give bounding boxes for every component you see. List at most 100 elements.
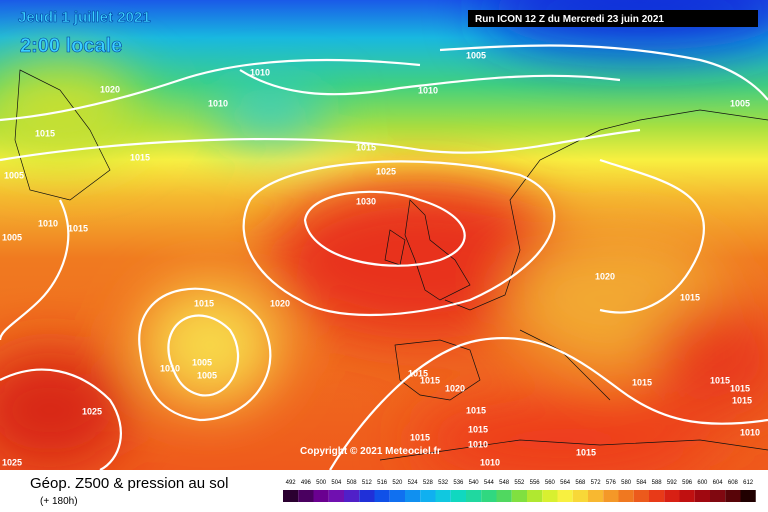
- isobar-label: 1020: [270, 298, 290, 308]
- isobar-label: 1015: [68, 223, 88, 233]
- isobar-label: 1010: [740, 427, 760, 437]
- scale-label: 572: [591, 480, 602, 486]
- isobar-label: 1020: [445, 383, 465, 393]
- scale-swatch: [542, 490, 558, 502]
- scale-label: 532: [438, 480, 449, 486]
- scale-swatch: [389, 490, 405, 502]
- scale-label: 568: [575, 480, 586, 486]
- isobar-label: 1015: [194, 298, 214, 308]
- scale-swatch: [496, 490, 512, 502]
- isobar-label: 1015: [130, 152, 150, 162]
- isobar-label: 1015: [632, 377, 652, 387]
- scale-swatch: [374, 490, 390, 502]
- copyright: Copyright © 2021 Meteociel.fr: [300, 446, 441, 457]
- scale-swatch: [649, 490, 665, 502]
- isobar-label: 1020: [595, 271, 615, 281]
- isobar-label: 1010: [208, 98, 228, 108]
- scale-swatch: [740, 490, 756, 502]
- scale-swatch: [405, 490, 421, 502]
- isobar-label: 1010: [250, 67, 270, 77]
- scale-swatch: [679, 490, 695, 502]
- scale-label: 576: [606, 480, 617, 486]
- isobar-label: 1005: [730, 98, 750, 108]
- isobar-label: 1005: [466, 50, 486, 60]
- scale-label: 564: [560, 480, 571, 486]
- isobar-label: 1005: [192, 357, 212, 367]
- isobar-label: 1015: [680, 292, 700, 302]
- scale-swatch: [618, 490, 634, 502]
- isobar-label: 1015: [576, 447, 596, 457]
- scale-swatch: [298, 490, 314, 502]
- scale-label: 556: [530, 480, 541, 486]
- scale-swatch: [588, 490, 604, 502]
- scale-swatch: [481, 490, 497, 502]
- isobar-label: 1015: [468, 424, 488, 434]
- scale-swatch: [633, 490, 649, 502]
- scale-label: 612: [743, 480, 754, 486]
- isobar-label: 1010: [468, 439, 488, 449]
- scale-swatch: [664, 490, 680, 502]
- run-box: [468, 10, 758, 27]
- scale-label: 548: [499, 480, 510, 486]
- scale-label: 540: [469, 480, 480, 486]
- scale-label: 580: [621, 480, 632, 486]
- isobar-label: 1030: [356, 196, 376, 206]
- run-info: Run ICON 12 Z du Mercredi 23 juin 2021: [475, 14, 664, 25]
- scale-label: 596: [682, 480, 693, 486]
- color-scale: 492 496 500 504 508 512 516 520 524 528 532 536 540 5…: [283, 480, 756, 502]
- scale-label: 504: [331, 480, 342, 486]
- scale-label: 608: [728, 480, 739, 486]
- scale-label: 604: [713, 480, 724, 486]
- scale-swatch: [725, 490, 741, 502]
- isobar-label: 1005: [2, 232, 22, 242]
- scale-label: 588: [652, 480, 663, 486]
- isobar-label: 1005: [4, 170, 24, 180]
- forecast-time: 2:00 locale: [20, 35, 122, 57]
- isobar-label: 1025: [2, 457, 22, 467]
- scale-swatch: [344, 490, 360, 502]
- scale-label: 560: [545, 480, 556, 486]
- scale-label: 552: [514, 480, 525, 486]
- isobar-label: 1015: [730, 383, 750, 393]
- isobar-label: 1015: [410, 432, 430, 442]
- scale-label: 592: [667, 480, 678, 486]
- isobar-label: 1010: [160, 363, 180, 373]
- scale-label: 528: [423, 480, 434, 486]
- scale-swatch: [328, 490, 344, 502]
- scale-label: 508: [347, 480, 358, 486]
- isobar-label: 1025: [376, 166, 396, 176]
- scale-label: 512: [362, 480, 373, 486]
- isobar-label: 1015: [356, 142, 376, 152]
- isobar-label: 1020: [100, 84, 120, 94]
- isobar-label: 1005: [197, 370, 217, 380]
- forecast-date: Jeudi 1 juillet 2021: [18, 9, 151, 26]
- scale-label: 496: [301, 480, 312, 486]
- scale-swatch: [435, 490, 451, 502]
- scale-swatch: [694, 490, 710, 502]
- geopotential-field: [0, 0, 768, 480]
- isobar-labels: 1020 1010 1010 1005 1010 1005 1015 1015 …: [2, 50, 760, 467]
- scale-swatch: [420, 490, 436, 502]
- scale-swatch: [450, 490, 466, 502]
- isobar-label: 1010: [480, 457, 500, 467]
- scale-swatch: [572, 490, 588, 502]
- scale-label: 492: [286, 480, 297, 486]
- isobar-label: 1025: [82, 406, 102, 416]
- caption-subtitle: (+ 180h): [40, 496, 78, 507]
- isobar-label: 1010: [418, 85, 438, 95]
- scale-swatch: [283, 490, 299, 502]
- scale-swatch: [557, 490, 573, 502]
- isobars: [0, 44, 768, 471]
- scale-label: 524: [408, 480, 419, 486]
- isobar-label: 1015: [710, 375, 730, 385]
- isobar-label: 1015: [732, 395, 752, 405]
- scale-swatch: [313, 490, 329, 502]
- scale-label: 536: [453, 480, 464, 486]
- isobar-label: 1015: [408, 368, 428, 378]
- isobar-label: 1015: [466, 405, 486, 415]
- scale-swatch: [710, 490, 726, 502]
- caption-title: Géop. Z500 & pression au sol: [30, 475, 228, 492]
- scale-swatch: [603, 490, 619, 502]
- isobar-label: 1010: [38, 218, 58, 228]
